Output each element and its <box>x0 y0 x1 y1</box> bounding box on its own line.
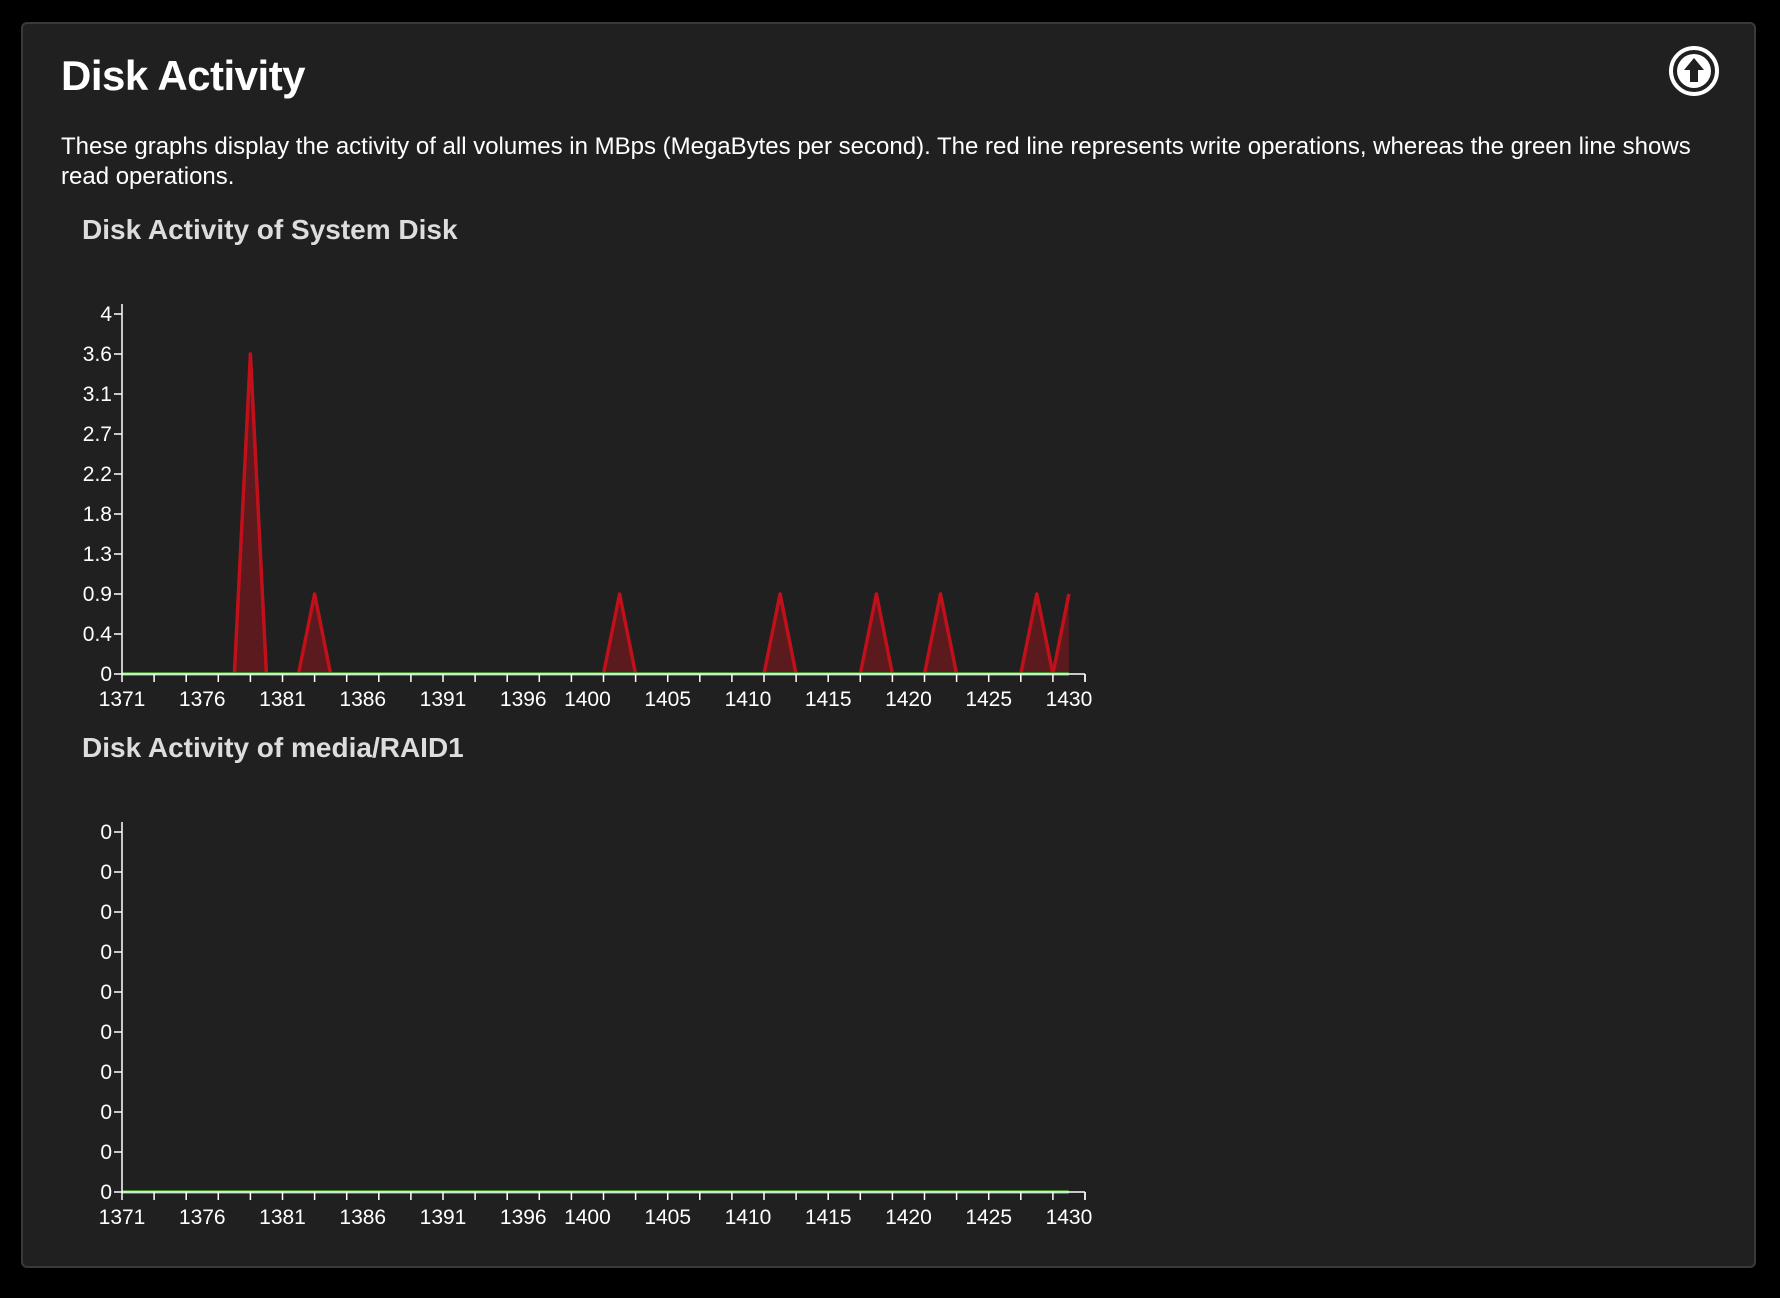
y-tick-label: 4 <box>100 303 112 326</box>
collapse-button[interactable] <box>1667 44 1721 98</box>
x-tick-label: 1391 <box>420 1206 467 1229</box>
y-tick-label: 3.1 <box>83 383 112 406</box>
x-tick-label: 1430 <box>1046 1206 1093 1229</box>
x-tick-label: 1376 <box>179 1206 226 1229</box>
y-tick-label: 1.3 <box>83 543 112 566</box>
y-tick-label: 2.2 <box>83 463 112 486</box>
y-tick-label: 0 <box>100 901 112 924</box>
panel-title: Disk Activity <box>61 52 306 99</box>
x-tick-label: 1386 <box>339 1206 386 1229</box>
x-tick-label: 1396 <box>500 688 547 711</box>
y-tick-label: 2.7 <box>83 423 112 446</box>
x-tick-label: 1376 <box>179 688 226 711</box>
x-tick-label: 1371 <box>99 1206 146 1229</box>
x-tick-label: 1415 <box>805 1206 852 1229</box>
x-tick-label: 1430 <box>1046 688 1093 711</box>
x-tick-label: 1425 <box>965 688 1012 711</box>
x-tick-label: 1405 <box>644 1206 691 1229</box>
x-tick-label: 1420 <box>885 1206 932 1229</box>
y-tick-label: 0 <box>100 663 112 686</box>
y-tick-label: 1.8 <box>83 503 112 526</box>
x-tick-label: 1405 <box>644 688 691 711</box>
arrow-up-circle-icon <box>1669 46 1719 96</box>
y-tick-label: 0 <box>100 1061 112 1084</box>
y-tick-label: 0.4 <box>83 623 113 646</box>
y-tick-label: 0 <box>100 981 112 1004</box>
x-tick-label: 1425 <box>965 1206 1012 1229</box>
y-tick-label: 0 <box>100 1181 112 1204</box>
y-tick-label: 0 <box>100 1141 112 1164</box>
series-0-line <box>122 352 1071 676</box>
chart-title-system-disk: Disk Activity of System Disk <box>82 214 458 245</box>
y-tick-label: 0 <box>100 1021 112 1044</box>
panel-description: These graphs display the activity of all… <box>61 133 1691 190</box>
disk-activity-panel: Disk Activity These graphs display the a… <box>21 22 1756 1268</box>
x-tick-label: 1400 <box>564 688 611 711</box>
y-tick-label: 0 <box>100 1101 112 1124</box>
y-tick-label: 0.9 <box>83 583 112 606</box>
x-tick-label: 1410 <box>725 1206 772 1229</box>
y-tick-label: 3.6 <box>83 343 112 366</box>
chart-system-disk: 0 0.4 0.9 1.3 1.8 2.2 2.7 3.1 3.6 4 1371 1376 1381 13… <box>83 303 1093 711</box>
y-tick-label: 0 <box>100 821 112 844</box>
x-tick-label: 1410 <box>725 688 772 711</box>
x-tick-label: 1396 <box>500 1206 547 1229</box>
y-tick-label: 0 <box>100 861 112 884</box>
x-tick-label: 1381 <box>259 688 306 711</box>
x-tick-label: 1400 <box>564 1206 611 1229</box>
x-tick-label: 1420 <box>885 688 932 711</box>
x-tick-label: 1381 <box>259 1206 306 1229</box>
y-tick-label: 0 <box>100 941 112 964</box>
x-tick-label: 1391 <box>420 688 467 711</box>
x-tick-label: 1371 <box>99 688 146 711</box>
x-tick-label: 1386 <box>339 688 386 711</box>
x-tick-label: 1415 <box>805 688 852 711</box>
chart-title-media-raid1: Disk Activity of media/RAID1 <box>82 732 464 763</box>
